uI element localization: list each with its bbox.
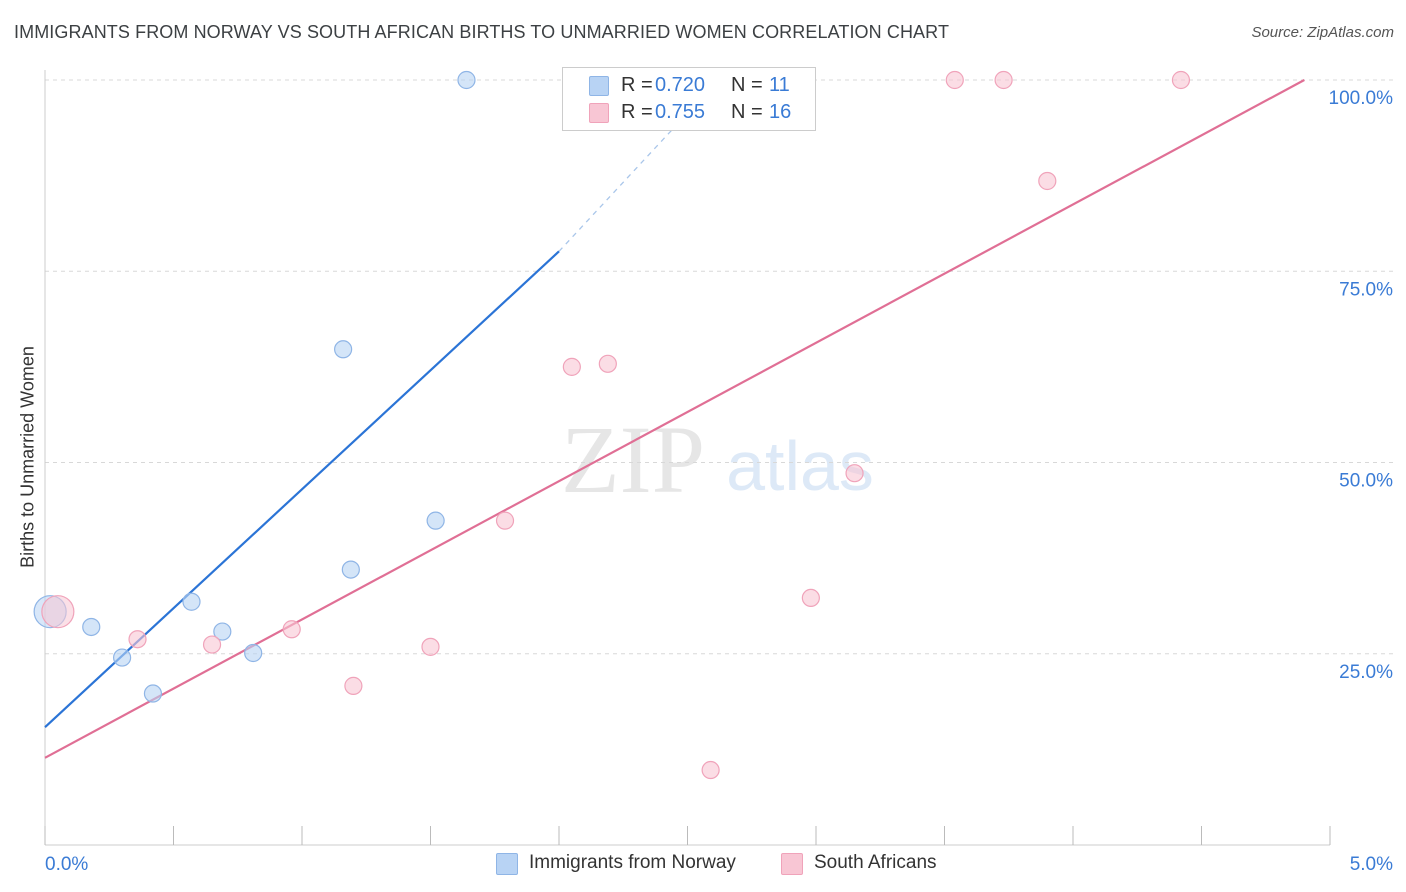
legend-n-label: N = [731,74,763,96]
point-south-africans [1171,70,1191,90]
point-norway [213,622,232,641]
trend-line-south-africans [44,79,1305,759]
legend-r-label: R = [621,101,653,123]
point-norway [244,643,263,663]
legend-swatch-blue [589,76,609,96]
trend-line-norway [44,250,560,728]
point-south-africans [344,676,363,695]
chart-title: IMMIGRANTS FROM NORWAY VS SOUTH AFRICAN … [14,22,950,42]
point-south-africans [845,464,864,483]
point-norway [143,684,163,703]
point-south-africans [945,70,964,90]
legend-label: South Africans [814,852,937,873]
grid [45,79,1394,655]
point-norway [334,340,353,359]
point-south-africans [282,620,301,639]
axes [44,70,1331,846]
source-credit: Source: ZipAtlas.com [1251,24,1394,41]
point-south-africans [701,760,720,780]
legend-swatch-blue [496,853,518,875]
y-tick-label: 25.0% [1339,662,1393,683]
point-south-africans [128,630,147,649]
point-norway [341,560,360,579]
watermark: ZIP atlas [561,406,874,513]
point-norway [82,617,101,637]
point-south-africans [202,635,222,654]
point-norway [457,70,476,90]
x-tick-label: 0.0% [45,854,88,875]
legend-label: Immigrants from Norway [529,852,736,873]
watermark-zip: ZIP [561,406,705,513]
legend-r-value: 0.755 [655,101,706,123]
y-tick-label: 75.0% [1339,279,1393,300]
y-tick-label: 100.0% [1329,88,1394,109]
data-points [33,70,1191,780]
legend-r-value: 0.720 [655,74,706,96]
legend-n-value: 11 [769,74,790,96]
legend-swatch-pink [781,853,803,875]
point-south-africans [1038,171,1057,191]
legend-swatch-pink [589,103,609,123]
point-south-africans [41,595,75,629]
point-south-africans [994,70,1013,90]
point-south-africans [562,357,581,376]
y-tick-label: 50.0% [1339,471,1393,492]
correlation-legend: R = 0.720 N = 11 R = 0.755 N = 16 [562,67,816,131]
x-tick-label: 5.0% [1350,854,1393,875]
legend-n-label: N = [731,101,763,123]
trend-lines [44,79,1305,759]
tick-labels: 25.0% 50.0% 75.0% 100.0% 0.0% 5.0% [45,88,1393,875]
point-norway [182,592,201,611]
point-norway [112,648,132,667]
point-south-africans [801,588,820,608]
point-norway [426,511,445,530]
point-south-africans [598,354,617,373]
legend-r-label: R = [621,74,653,96]
point-south-africans [495,511,515,530]
legend-n-value: 16 [769,101,792,123]
series-legend: Immigrants from Norway South Africans [0,852,1406,878]
point-south-africans [421,637,440,656]
